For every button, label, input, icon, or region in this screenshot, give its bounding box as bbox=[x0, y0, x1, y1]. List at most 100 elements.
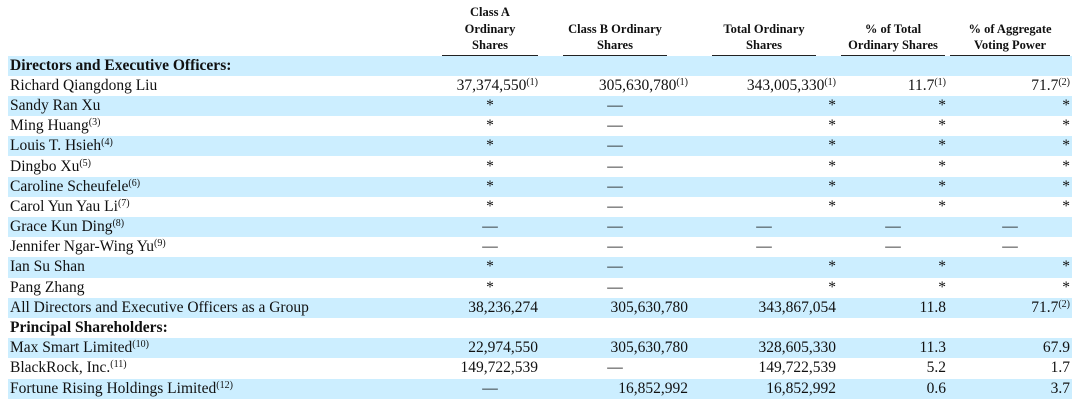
row-label: Ian Su Shan bbox=[8, 257, 440, 278]
table-cell: — bbox=[540, 136, 690, 157]
table-cell: — bbox=[540, 197, 690, 217]
cell-value: 11.8 bbox=[919, 298, 946, 316]
cell-value: 0.6 bbox=[926, 379, 946, 397]
footnote-ref: (3) bbox=[88, 117, 101, 129]
cell-value: * bbox=[938, 96, 946, 114]
cell-value: * bbox=[486, 278, 494, 296]
footnote-ref: (5) bbox=[79, 157, 91, 169]
table-row: Ming Huang(3) * — * * * bbox=[8, 116, 1072, 136]
cell-value: * bbox=[938, 197, 946, 215]
cell-value: 1.7 bbox=[1050, 359, 1070, 377]
cell-value: — bbox=[885, 238, 901, 256]
cell-value: * bbox=[828, 177, 836, 195]
cell-value: 305,630,780 bbox=[610, 339, 689, 357]
table-cell: * bbox=[440, 197, 540, 217]
table-cell: * bbox=[440, 156, 540, 176]
cell-value: * bbox=[1062, 96, 1070, 114]
table-cell: * bbox=[440, 257, 540, 278]
cell-value: * bbox=[1062, 278, 1070, 296]
column-header-label: Class B Ordinary Shares bbox=[563, 21, 667, 56]
cell-value: — bbox=[607, 258, 623, 276]
cell-value: 22,974,550 bbox=[468, 339, 538, 357]
row-label-text: Richard Qiangdong Liu bbox=[10, 76, 158, 94]
cell-value: 16,852,992 bbox=[618, 379, 688, 397]
row-label-text: Carol Yun Yau Li bbox=[10, 197, 118, 215]
row-label-text: Ian Su Shan bbox=[10, 258, 85, 276]
cell-value: * bbox=[938, 117, 946, 135]
cell-value: * bbox=[486, 197, 494, 215]
table-row: All Directors and Executive Officers as … bbox=[8, 297, 1072, 318]
column-header: % of Aggregate Voting Power bbox=[948, 4, 1072, 56]
column-header-label: % of Total Ordinary Shares bbox=[841, 21, 945, 56]
cell-value: * bbox=[828, 197, 836, 215]
table-cell: 149,722,539 bbox=[440, 358, 540, 378]
table-cell: — bbox=[838, 217, 948, 238]
table-cell: * bbox=[948, 116, 1072, 136]
table-row: BlackRock, Inc.(11) 149,722,539 — 149,722,5… bbox=[8, 358, 1072, 378]
row-label: Jennifer Ngar-Wing Yu(9) bbox=[8, 237, 440, 257]
table-cell: — bbox=[540, 217, 690, 238]
row-label-text: BlackRock, Inc. bbox=[10, 359, 111, 377]
table-cell bbox=[540, 55, 690, 76]
cell-value: — bbox=[607, 359, 623, 377]
row-label: Richard Qiangdong Liu bbox=[8, 76, 440, 96]
row-label: Directors and Executive Officers: bbox=[8, 55, 440, 76]
table-cell: * bbox=[440, 95, 540, 117]
footnote-ref: (10) bbox=[132, 339, 149, 351]
cell-value: * bbox=[828, 96, 836, 114]
cell-value: 343,867,054 bbox=[758, 298, 837, 316]
row-label: BlackRock, Inc.(11) bbox=[8, 358, 440, 378]
table-cell: 305,630,780 bbox=[540, 297, 690, 318]
footnote-ref: (2) bbox=[1058, 298, 1070, 310]
table-row: Caroline Scheufele(6) * — * * * bbox=[8, 176, 1072, 197]
cell-value: — bbox=[885, 218, 901, 236]
table-cell: 71.7(2) bbox=[948, 297, 1072, 318]
cell-value: 16,852,992 bbox=[766, 379, 836, 397]
cell-value: 149,722,539 bbox=[758, 359, 837, 377]
table-cell: — bbox=[540, 257, 690, 278]
table-cell: 5.2 bbox=[838, 358, 948, 378]
cell-value: 11.7 bbox=[907, 76, 935, 94]
cell-value: 71.7 bbox=[1031, 76, 1059, 94]
table-cell bbox=[440, 55, 540, 76]
table-cell: — bbox=[540, 358, 690, 378]
table-cell: 38,236,274 bbox=[440, 297, 540, 318]
table-cell: 67.9 bbox=[948, 338, 1072, 359]
table-cell: — bbox=[540, 176, 690, 197]
row-label-text: Fortune Rising Holdings Limited bbox=[10, 379, 217, 397]
row-label: Louis T. Hsieh(4) bbox=[8, 136, 440, 157]
table-cell: * bbox=[838, 136, 948, 157]
table-row: Grace Kun Ding(8) — — — — — bbox=[8, 217, 1072, 238]
cell-value: — bbox=[482, 218, 498, 236]
footnote-ref: (12) bbox=[216, 379, 233, 391]
table-row: Louis T. Hsieh(4) * — * * * bbox=[8, 136, 1072, 157]
table-cell: * bbox=[690, 257, 838, 278]
footnote-ref: (11) bbox=[110, 359, 127, 371]
row-label: Caroline Scheufele(6) bbox=[8, 176, 440, 197]
table-cell: * bbox=[838, 156, 948, 176]
table-row: Jennifer Ngar-Wing Yu(9) — — — — — bbox=[8, 237, 1072, 257]
section-header-row: Directors and Executive Officers: bbox=[8, 55, 1072, 76]
table-cell bbox=[838, 55, 948, 76]
table-row: Pang Zhang * — * * * bbox=[8, 278, 1072, 298]
row-label: Grace Kun Ding(8) bbox=[8, 217, 440, 238]
table-cell bbox=[948, 55, 1072, 76]
table-cell: 11.8 bbox=[838, 297, 948, 318]
table-cell bbox=[690, 55, 838, 76]
footnote-ref: (9) bbox=[153, 238, 166, 250]
cell-value: — bbox=[607, 157, 623, 175]
table-cell: * bbox=[838, 257, 948, 278]
table-cell: * bbox=[440, 136, 540, 157]
table-row: Fortune Rising Holdings Limited(12) — 16,8… bbox=[8, 378, 1072, 399]
table-cell: * bbox=[948, 136, 1072, 157]
table-cell: — bbox=[948, 217, 1072, 238]
table-cell bbox=[690, 318, 838, 338]
table-cell: 16,852,992 bbox=[690, 378, 838, 399]
cell-value: — bbox=[607, 218, 623, 236]
cell-value: 328,605,330 bbox=[758, 339, 837, 357]
table-cell: 328,605,330 bbox=[690, 338, 838, 359]
table-cell: — bbox=[838, 237, 948, 257]
table-row: Ian Su Shan * — * * * bbox=[8, 257, 1072, 278]
row-label-text: Max Smart Limited bbox=[10, 339, 133, 357]
table-cell: — bbox=[440, 237, 540, 257]
